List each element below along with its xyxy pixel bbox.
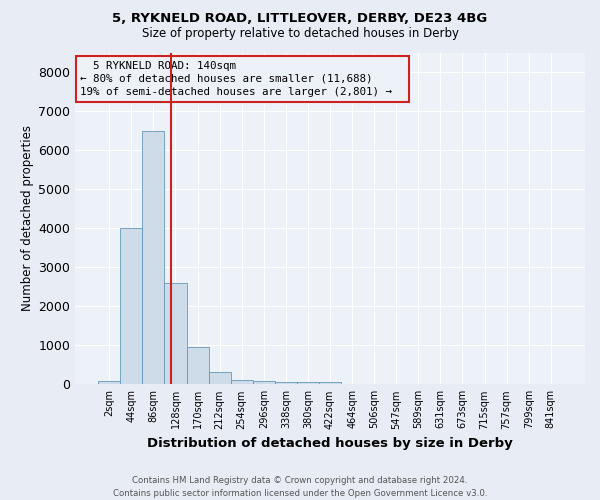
Bar <box>209 372 230 384</box>
X-axis label: Distribution of detached houses by size in Derby: Distribution of detached houses by size … <box>147 437 513 450</box>
Bar <box>142 130 164 384</box>
Text: Contains HM Land Registry data © Crown copyright and database right 2024.
Contai: Contains HM Land Registry data © Crown c… <box>113 476 487 498</box>
Y-axis label: Number of detached properties: Number of detached properties <box>21 126 34 312</box>
Bar <box>253 381 275 384</box>
Text: 5, RYKNELD ROAD, LITTLEOVER, DERBY, DE23 4BG: 5, RYKNELD ROAD, LITTLEOVER, DERBY, DE23… <box>112 12 488 26</box>
Bar <box>297 382 319 384</box>
Bar <box>98 381 120 384</box>
Bar <box>319 382 341 384</box>
Bar <box>120 228 142 384</box>
Bar <box>230 380 253 384</box>
Bar <box>275 382 297 384</box>
Text: Size of property relative to detached houses in Derby: Size of property relative to detached ho… <box>142 28 458 40</box>
Bar <box>187 347 209 385</box>
Bar <box>164 283 187 384</box>
Text: 5 RYKNELD ROAD: 140sqm
← 80% of detached houses are smaller (11,688)
19% of semi: 5 RYKNELD ROAD: 140sqm ← 80% of detached… <box>80 61 405 97</box>
